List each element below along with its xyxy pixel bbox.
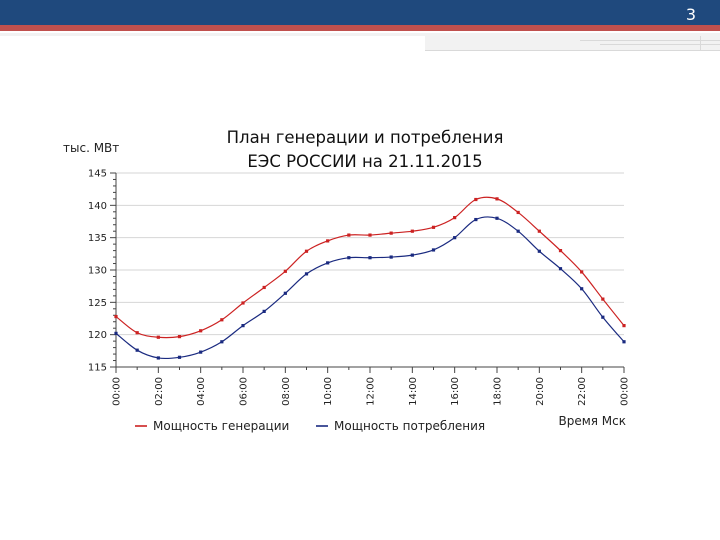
y-tick-label: 130 (88, 266, 107, 277)
data-point (474, 217, 478, 222)
data-point (537, 229, 541, 233)
x-tick-label: 16:00 (450, 377, 461, 406)
decor-line (600, 44, 720, 47)
x-tick-label: 14:00 (408, 377, 419, 406)
data-point (220, 318, 224, 322)
x-tick-label: 00:00 (620, 377, 631, 406)
decor-line (580, 40, 720, 45)
data-point (389, 255, 393, 259)
chart-title: План генерации и потребления ЕЭС РОССИИ … (150, 126, 580, 174)
decor-line (0, 33, 720, 36)
data-point (199, 350, 203, 354)
data-point (368, 233, 372, 237)
data-point (304, 249, 309, 253)
data-point (453, 216, 457, 220)
data-point (262, 309, 266, 313)
decor-line (700, 36, 701, 50)
data-point (431, 248, 436, 252)
data-point (622, 324, 626, 328)
data-point (114, 331, 118, 335)
data-point (410, 229, 414, 233)
data-point (283, 291, 287, 295)
data-point (558, 249, 563, 253)
x-tick-label: 04:00 (196, 377, 207, 406)
y-tick-label: 145 (88, 169, 107, 180)
y-axis-label: тыс. МВт (63, 141, 120, 155)
y-tick-label: 140 (88, 201, 107, 212)
data-point (135, 348, 139, 352)
data-point (177, 335, 182, 339)
data-point (601, 315, 605, 319)
x-tick-label: 18:00 (493, 377, 504, 406)
data-point (283, 269, 287, 273)
data-point (199, 329, 203, 333)
data-point (368, 256, 372, 260)
data-point (389, 231, 393, 235)
data-point (558, 267, 563, 271)
x-tick-label: 12:00 (366, 377, 377, 406)
slide-number: 3 (685, 5, 696, 24)
data-point (220, 340, 224, 344)
legend-label: Мощность генерации (153, 419, 289, 433)
x-tick-label: 00:00 (112, 377, 123, 406)
data-point (347, 256, 351, 260)
chart-title-line2: ЕЭС РОССИИ на 21.11.2015 (247, 152, 483, 171)
y-tick-label: 120 (88, 330, 107, 341)
data-point (537, 249, 541, 253)
data-point (516, 210, 520, 215)
data-point (347, 233, 351, 237)
data-point (431, 225, 436, 229)
data-point (241, 301, 245, 305)
x-tick-label: 02:00 (154, 377, 165, 406)
data-point (304, 272, 309, 276)
y-tick-label: 115 (88, 363, 107, 374)
data-point (622, 340, 626, 344)
data-point (326, 239, 330, 243)
data-point (580, 270, 584, 274)
data-point (495, 216, 499, 220)
x-tick-label: 10:00 (323, 377, 334, 406)
x-tick-label: 22:00 (577, 377, 588, 406)
data-point (114, 314, 118, 319)
x-tick-label: 08:00 (281, 377, 292, 406)
chart-title-line1: План генерации и потребления (226, 128, 504, 147)
header-bar (0, 0, 720, 25)
data-point (474, 197, 478, 202)
data-point (135, 331, 139, 335)
data-point (156, 335, 160, 339)
decor-box (425, 36, 720, 51)
x-tick-label: 06:00 (239, 377, 250, 406)
data-point (410, 253, 414, 257)
x-tick-label: 20:00 (535, 377, 546, 406)
data-point (453, 236, 457, 240)
x-axis-label: Время Мск (558, 414, 626, 428)
data-point (177, 355, 182, 359)
y-tick-label: 135 (88, 233, 107, 244)
data-point (262, 285, 266, 290)
data-point (580, 287, 584, 291)
legend-label: Мощность потребления (334, 419, 485, 433)
y-tick-label: 125 (88, 298, 107, 309)
data-point (516, 229, 520, 233)
data-point (241, 324, 245, 328)
data-point (156, 356, 160, 360)
header-accent-stripe (0, 25, 720, 31)
data-point (326, 261, 330, 265)
data-point (495, 197, 499, 201)
data-point (601, 297, 605, 301)
